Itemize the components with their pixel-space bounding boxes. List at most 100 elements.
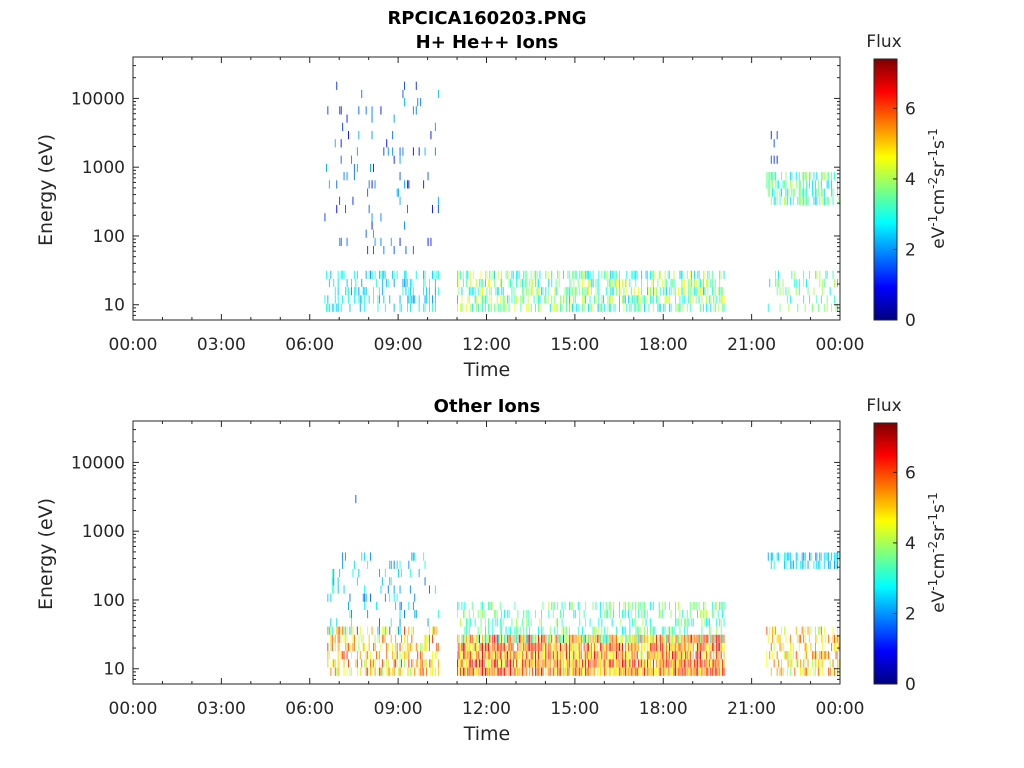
heatmap-cell <box>588 270 589 279</box>
heatmap-cell <box>806 196 807 205</box>
heatmap-cell <box>541 610 542 619</box>
heatmap-cell <box>549 659 551 668</box>
heatmap-cell <box>337 278 339 288</box>
heatmap-cell <box>837 651 838 660</box>
heatmap-cell <box>670 659 672 668</box>
heatmap-cell <box>407 278 408 288</box>
heatmap-cell <box>604 667 606 676</box>
heatmap-cell <box>592 303 594 312</box>
heatmap-cell <box>779 642 781 652</box>
heatmap-cell <box>365 106 367 115</box>
heatmap-cell <box>380 237 382 246</box>
heatmap-cell <box>785 196 787 205</box>
heatmap-cell <box>334 642 336 652</box>
heatmap-cell <box>501 626 503 635</box>
heatmap-cell <box>520 295 522 304</box>
heatmap-cell <box>533 634 535 643</box>
heatmap-cell <box>508 610 510 619</box>
heatmap-cell <box>380 270 382 279</box>
heatmap-cell <box>464 659 466 668</box>
heatmap-cell <box>610 303 612 312</box>
heatmap-cell <box>345 287 346 296</box>
heatmap-cell <box>813 172 815 181</box>
heatmap-cell <box>489 270 491 279</box>
heatmap-cell <box>773 642 775 652</box>
heatmap-cell <box>362 287 364 296</box>
heatmap-cell <box>529 278 531 288</box>
heatmap-cell <box>706 295 707 304</box>
heatmap-cell <box>555 634 557 643</box>
heatmap-cell <box>518 270 520 279</box>
heatmap-cell <box>691 270 693 279</box>
heatmap-cell <box>470 303 472 312</box>
heatmap-cell <box>358 295 360 304</box>
heatmap-cell <box>655 287 657 296</box>
heatmap-cell <box>421 659 423 668</box>
colorbar-tick-label: 2 <box>905 604 916 624</box>
heatmap-cell <box>623 651 625 660</box>
heatmap-cell <box>664 626 666 635</box>
heatmap-cell <box>800 634 802 643</box>
heatmap-cell <box>700 659 701 668</box>
heatmap-cell <box>399 560 401 569</box>
heatmap-cell <box>393 155 395 164</box>
heatmap-cell <box>789 651 791 660</box>
heatmap-cell <box>633 667 635 676</box>
heatmap-cell <box>386 642 388 652</box>
heatmap-cell <box>645 270 647 279</box>
heatmap-cell <box>395 601 397 610</box>
heatmap-cells <box>327 495 840 676</box>
heatmap-cell <box>652 303 654 312</box>
heatmap-cell <box>582 295 584 304</box>
heatmap-cell <box>588 659 589 668</box>
heatmap-cell <box>499 642 501 652</box>
heatmap-cell <box>351 610 352 619</box>
heatmap-cell <box>834 278 835 288</box>
heatmap-cell <box>371 667 373 676</box>
heatmap-cell <box>476 659 478 668</box>
heatmap-cell <box>470 642 472 652</box>
heatmap-cell <box>627 634 629 643</box>
heatmap-cell <box>399 196 401 205</box>
heatmap-cell <box>689 651 691 660</box>
heatmap-cell <box>554 295 556 304</box>
heatmap-cell <box>567 667 569 676</box>
heatmap-cell <box>404 81 405 90</box>
heatmap-cell <box>399 659 401 668</box>
heatmap-cell <box>820 659 822 668</box>
heatmap-cell <box>499 303 501 312</box>
heatmap-cell <box>678 303 679 312</box>
heatmap-cell <box>638 642 640 652</box>
heatmap-cell <box>806 180 807 189</box>
heatmap-cell <box>688 295 690 304</box>
heatmap-cell <box>703 303 704 312</box>
heatmap-cell <box>533 642 535 652</box>
heatmap-cell <box>658 610 660 619</box>
heatmap-cell <box>535 651 536 660</box>
heatmap-cell <box>548 270 550 279</box>
heatmap-cell <box>703 287 704 296</box>
heatmap-cell <box>776 667 778 676</box>
heatmap-cell <box>641 634 643 643</box>
heatmap-cell <box>336 618 338 627</box>
heatmap-cell <box>622 634 623 643</box>
heatmap-cell <box>513 642 514 652</box>
heatmap-cell <box>719 278 721 288</box>
heatmap-cell <box>770 667 772 676</box>
heatmap-cell <box>337 667 339 676</box>
heatmap-cell <box>694 278 696 288</box>
heatmap-cell <box>571 634 573 643</box>
heatmap-cell <box>695 278 697 288</box>
heatmap-cell <box>594 295 595 304</box>
heatmap-cell <box>611 651 613 660</box>
heatmap-cell <box>613 270 615 279</box>
heatmap-cell <box>652 651 654 660</box>
heatmap-cell <box>611 642 613 652</box>
heatmap-cell <box>358 568 360 578</box>
heatmap-cell <box>697 651 698 660</box>
heatmap-cell <box>835 560 837 569</box>
heatmap-cell <box>806 172 807 181</box>
heatmap-cell <box>486 287 488 296</box>
heatmap-cell <box>408 560 410 569</box>
heatmap-cell <box>770 131 772 140</box>
